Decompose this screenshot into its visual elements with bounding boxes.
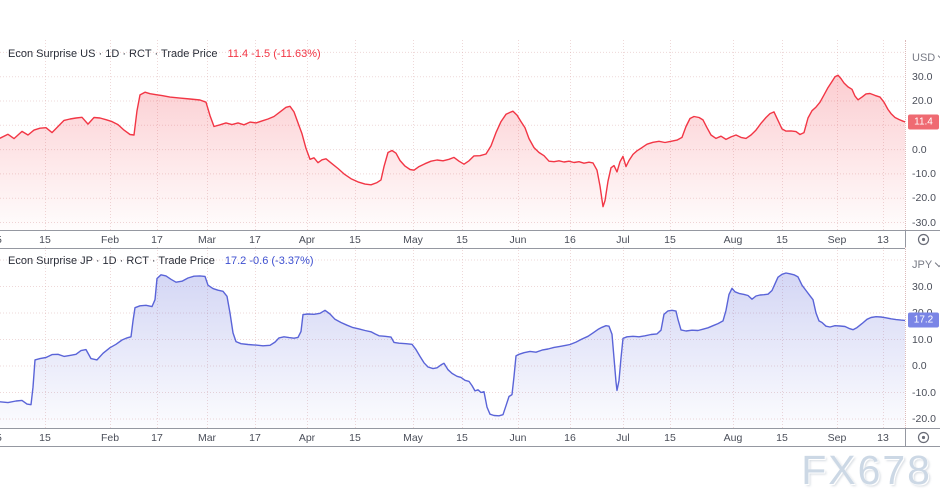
x-axis-tick-label: 15 <box>39 234 51 246</box>
jp-area-chart <box>0 247 905 428</box>
x-axis-tick-label: 15 <box>456 234 468 246</box>
y-axis-tick-label: 30.0 <box>912 70 933 83</box>
gear-icon <box>917 431 929 444</box>
us-price-scale[interactable]: USD 11.4 30.0 20.0 0.0 -10.0 -20.0 -30.0 <box>905 40 940 230</box>
x-axis-tick-label: 15 <box>776 432 788 444</box>
x-axis-tick-label: Sep <box>827 234 847 246</box>
jp-currency-dropdown[interactable]: JPY <box>912 258 940 271</box>
chart-widget: Econ Surprise US · 1D · RCT · Trade Pric… <box>0 40 940 447</box>
x-axis-tick-label: 15 <box>456 432 468 444</box>
us-axis-settings-button[interactable] <box>905 231 940 248</box>
x-axis-tick-label: Aug <box>723 432 743 444</box>
x-axis-tick-label: 17 <box>249 234 261 246</box>
us-price-badge: 11.4 <box>908 114 939 130</box>
x-axis-tick-label: 13 <box>877 432 889 444</box>
us-currency-label: USD <box>912 52 936 64</box>
x-axis-tick-label: Apr <box>298 234 316 246</box>
x-axis-tick-label: Feb <box>100 432 120 444</box>
x-axis-tick-label: 15 <box>349 432 361 444</box>
gear-icon <box>917 233 929 246</box>
y-axis-tick-label: 0.0 <box>912 360 927 372</box>
pane-us: Econ Surprise US · 1D · RCT · Trade Pric… <box>0 40 940 230</box>
x-axis-tick-label: Mar <box>197 432 217 444</box>
jp-legend: Econ Surprise JP · 1D · RCT · Trade Pric… <box>8 255 314 267</box>
x-axis-tick-label: May <box>403 234 423 246</box>
x-axis-tick-label: 15 <box>0 432 2 444</box>
x-axis-tick-label: Feb <box>100 234 120 246</box>
us-legend-title[interactable]: Econ Surprise US · 1D · RCT · Trade Pric… <box>8 48 218 60</box>
x-axis-tick-label: Jul <box>616 234 630 246</box>
x-axis-tick-label: Jul <box>616 432 630 444</box>
chevron-down-icon <box>934 258 940 268</box>
us-legend: Econ Surprise US · 1D · RCT · Trade Pric… <box>8 48 321 60</box>
jp-currency-label: JPY <box>912 259 933 271</box>
x-axis-tick-label: 16 <box>564 432 576 444</box>
jp-plot-area[interactable] <box>0 247 905 428</box>
time-axis-us[interactable]: 15 15 Feb 17 Mar 17 Apr 15 May 15 Jun 16 Jul 15 Aug 15 S… <box>0 230 940 249</box>
jp-price-badge: 17.2 <box>908 312 939 328</box>
x-axis-tick-label: 15 <box>39 432 51 444</box>
x-axis-tick-label: 15 <box>349 234 361 246</box>
x-axis-tick-label: 15 <box>0 234 2 246</box>
x-axis-tick-label: 17 <box>249 432 261 444</box>
y-axis-tick-label: 30.0 <box>912 280 933 293</box>
y-axis-tick-label: 0.0 <box>912 143 927 156</box>
fx678-watermark: FX678 <box>801 447 932 493</box>
jp-legend-title[interactable]: Econ Surprise JP · 1D · RCT · Trade Pric… <box>8 255 215 267</box>
y-axis-tick-label: -10.0 <box>912 167 936 180</box>
x-axis-tick-label: 16 <box>564 234 576 246</box>
y-axis-tick-label: -30.0 <box>912 216 936 229</box>
x-axis-tick-label: Apr <box>298 432 316 444</box>
x-axis-tick-label: Aug <box>723 234 743 246</box>
pane-jp: Econ Surprise JP · 1D · RCT · Trade Pric… <box>0 247 940 428</box>
x-axis-tick-label: Jun <box>509 432 527 444</box>
us-currency-dropdown[interactable]: USD <box>912 51 940 64</box>
x-axis-tick-label: 17 <box>151 432 163 444</box>
y-axis-tick-label: -20.0 <box>912 413 936 425</box>
y-axis-tick-label: 10.0 <box>912 333 933 346</box>
x-axis-tick-label: 15 <box>664 432 676 444</box>
us-area-chart <box>0 40 905 230</box>
us-legend-values: 11.4 -1.5 (-11.63%) <box>227 48 321 60</box>
x-axis-tick-label: 15 <box>776 234 788 246</box>
x-axis-tick-label: Jun <box>509 234 527 246</box>
us-plot-area[interactable] <box>0 40 905 230</box>
y-axis-tick-label: -20.0 <box>912 192 936 205</box>
x-axis-tick-label: 15 <box>664 234 676 246</box>
x-axis-tick-label: 13 <box>877 234 889 246</box>
y-axis-tick-label: 20.0 <box>912 95 933 107</box>
time-axis-jp[interactable]: 15 15 Feb 17 Mar 17 Apr 15 May 15 Jun 16 Jul 15 Aug 15 S… <box>0 428 940 447</box>
jp-legend-values: 17.2 -0.6 (-3.37%) <box>224 255 314 267</box>
x-axis-tick-label: Sep <box>827 432 847 444</box>
x-axis-tick-label: Mar <box>197 234 217 246</box>
jp-axis-settings-button[interactable] <box>905 429 940 446</box>
x-axis-tick-label: 17 <box>151 234 163 246</box>
x-axis-tick-label: May <box>403 432 423 444</box>
y-axis-tick-label: -10.0 <box>912 386 936 399</box>
jp-price-scale[interactable]: JPY 17.2 30.020.010.00.0-10.0-20.0 <box>905 247 940 428</box>
